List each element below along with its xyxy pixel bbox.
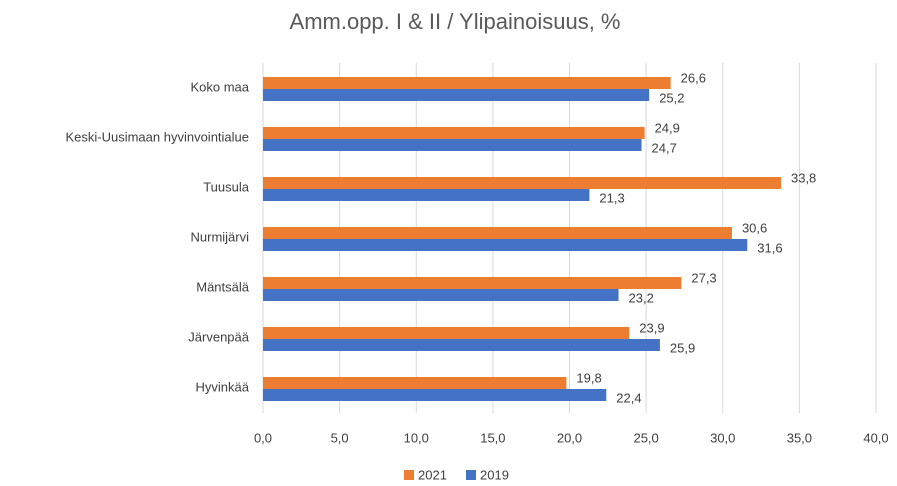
chart-title: Amm.opp. I & II / Ylipainoisuus, % xyxy=(290,9,621,34)
data-label: 19,8 xyxy=(576,370,601,385)
x-tick-label: 20,0 xyxy=(557,430,582,445)
legend-swatch xyxy=(404,470,414,480)
bar xyxy=(263,289,619,301)
data-label: 24,9 xyxy=(655,120,680,135)
bar xyxy=(263,377,567,389)
data-label: 22,4 xyxy=(616,390,641,405)
bar xyxy=(263,339,660,351)
legend-label: 2021 xyxy=(418,467,447,482)
legend-label: 2019 xyxy=(480,467,509,482)
data-label: 33,8 xyxy=(791,170,816,185)
x-tick-label: 5,0 xyxy=(331,430,349,445)
bar xyxy=(263,139,642,151)
bar xyxy=(263,127,645,139)
bar xyxy=(263,327,630,339)
data-label: 23,9 xyxy=(639,320,664,335)
y-tick-label: Mäntsälä xyxy=(196,279,250,294)
data-label: 23,2 xyxy=(629,290,654,305)
data-label: 30,6 xyxy=(742,220,767,235)
x-tick-label: 30,0 xyxy=(710,430,735,445)
data-label: 25,2 xyxy=(659,90,684,105)
y-tick-label: Hyvinkää xyxy=(196,379,250,394)
y-tick-label: Koko maa xyxy=(190,79,249,94)
bar xyxy=(263,89,650,101)
data-label: 26,6 xyxy=(681,70,706,85)
y-tick-label: Keski-Uusimaan hyvinvointialue xyxy=(65,129,249,144)
data-label: 21,3 xyxy=(599,190,624,205)
y-tick-label: Järvenpää xyxy=(188,329,249,344)
data-label: 27,3 xyxy=(691,270,716,285)
legend-swatch xyxy=(466,470,476,480)
x-tick-label: 15,0 xyxy=(480,430,505,445)
bar xyxy=(263,77,671,89)
bar xyxy=(263,277,682,289)
data-label: 25,9 xyxy=(670,340,695,355)
data-label: 24,7 xyxy=(652,140,677,155)
bar xyxy=(263,239,748,251)
y-tick-label: Nurmijärvi xyxy=(191,229,250,244)
y-tick-label: Tuusula xyxy=(203,179,250,194)
x-tick-label: 35,0 xyxy=(787,430,812,445)
data-label: 31,6 xyxy=(757,240,782,255)
x-tick-label: 40,0 xyxy=(863,430,888,445)
bar xyxy=(263,177,781,189)
bar xyxy=(263,227,732,239)
bar xyxy=(263,389,607,401)
x-tick-label: 0,0 xyxy=(254,430,272,445)
x-tick-label: 10,0 xyxy=(404,430,429,445)
x-tick-label: 25,0 xyxy=(633,430,658,445)
bar xyxy=(263,189,590,201)
